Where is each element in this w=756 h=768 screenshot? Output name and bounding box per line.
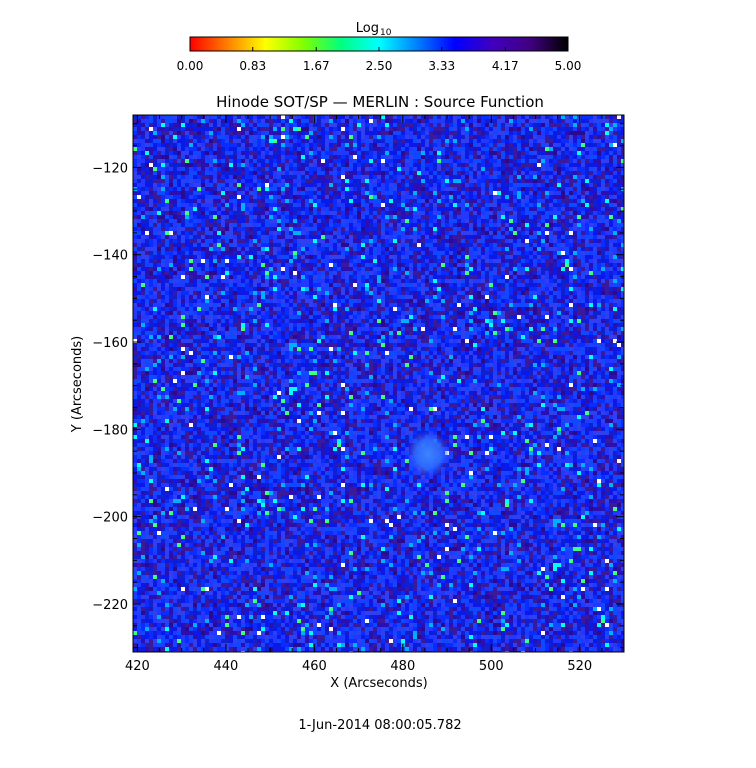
- x-tick-label: 460: [302, 659, 327, 674]
- x-tick-label: 480: [390, 659, 415, 674]
- heatmap-texture: [133, 115, 624, 652]
- heatmap-cells: [133, 115, 624, 652]
- y-tick-label: −200: [92, 511, 128, 526]
- y-tick-label: −120: [92, 161, 128, 176]
- colorbar-tick-label: 3.33: [428, 59, 455, 73]
- y-axis-label: Y (Arcseconds): [70, 336, 85, 433]
- x-tick-label: 500: [479, 659, 504, 674]
- chart-title: Hinode SOT/SP — MERLIN : Source Function: [216, 93, 544, 111]
- colorbar-tick-label: 1.67: [303, 59, 330, 73]
- colorbar: Log 10 0.00 0.83 1.67 2.50 3.33 4.17 5.00: [177, 21, 582, 73]
- plot-area: 420 440 460 480 500 520 −120−140−160−180−200−…: [92, 114, 625, 674]
- heatmap-cells: [133, 115, 624, 652]
- x-tick-label: 520: [567, 659, 592, 674]
- timestamp: 1-Jun-2014 08:00:05.782: [298, 718, 461, 733]
- y-axis-ticks: −120 −140 −160 −180 −200 −220: [92, 123, 624, 649]
- x-axis-label: X (Arcseconds): [330, 676, 427, 691]
- heatmap-cells: [133, 115, 624, 652]
- y-tick-label: −220: [92, 598, 128, 613]
- colorbar-tick-label: 4.17: [492, 59, 519, 73]
- heatmap-cells: [133, 115, 624, 652]
- plot-frame: [132, 114, 625, 653]
- colorbar-label-subscript: 10: [380, 28, 392, 38]
- x-axis-ticks: 420 440 460 480 500 520: [125, 115, 625, 674]
- x-tick-label: 440: [213, 659, 238, 674]
- colorbar-tick-label: 0.83: [239, 59, 266, 73]
- x-tick-label: 420: [125, 659, 150, 674]
- y-tick-label: −140: [92, 249, 128, 264]
- colorbar-ticks: 0.00 0.83 1.67 2.50 3.33 4.17 5.00: [177, 47, 582, 73]
- colorbar-label: Log: [356, 21, 379, 36]
- heatmap-cells: [133, 115, 624, 652]
- heatmap-cells: [133, 115, 624, 652]
- heatmap-cells: [133, 115, 624, 652]
- heatmap-cells: [133, 119, 624, 652]
- colorbar-tick-label: 0.00: [177, 59, 204, 73]
- colorbar-tick-label: 2.50: [366, 59, 393, 73]
- colorbar-tick-label: 5.00: [555, 59, 582, 73]
- heatmap-feature: [406, 430, 450, 478]
- y-tick-label: −180: [92, 423, 128, 438]
- y-tick-label: −160: [92, 336, 128, 351]
